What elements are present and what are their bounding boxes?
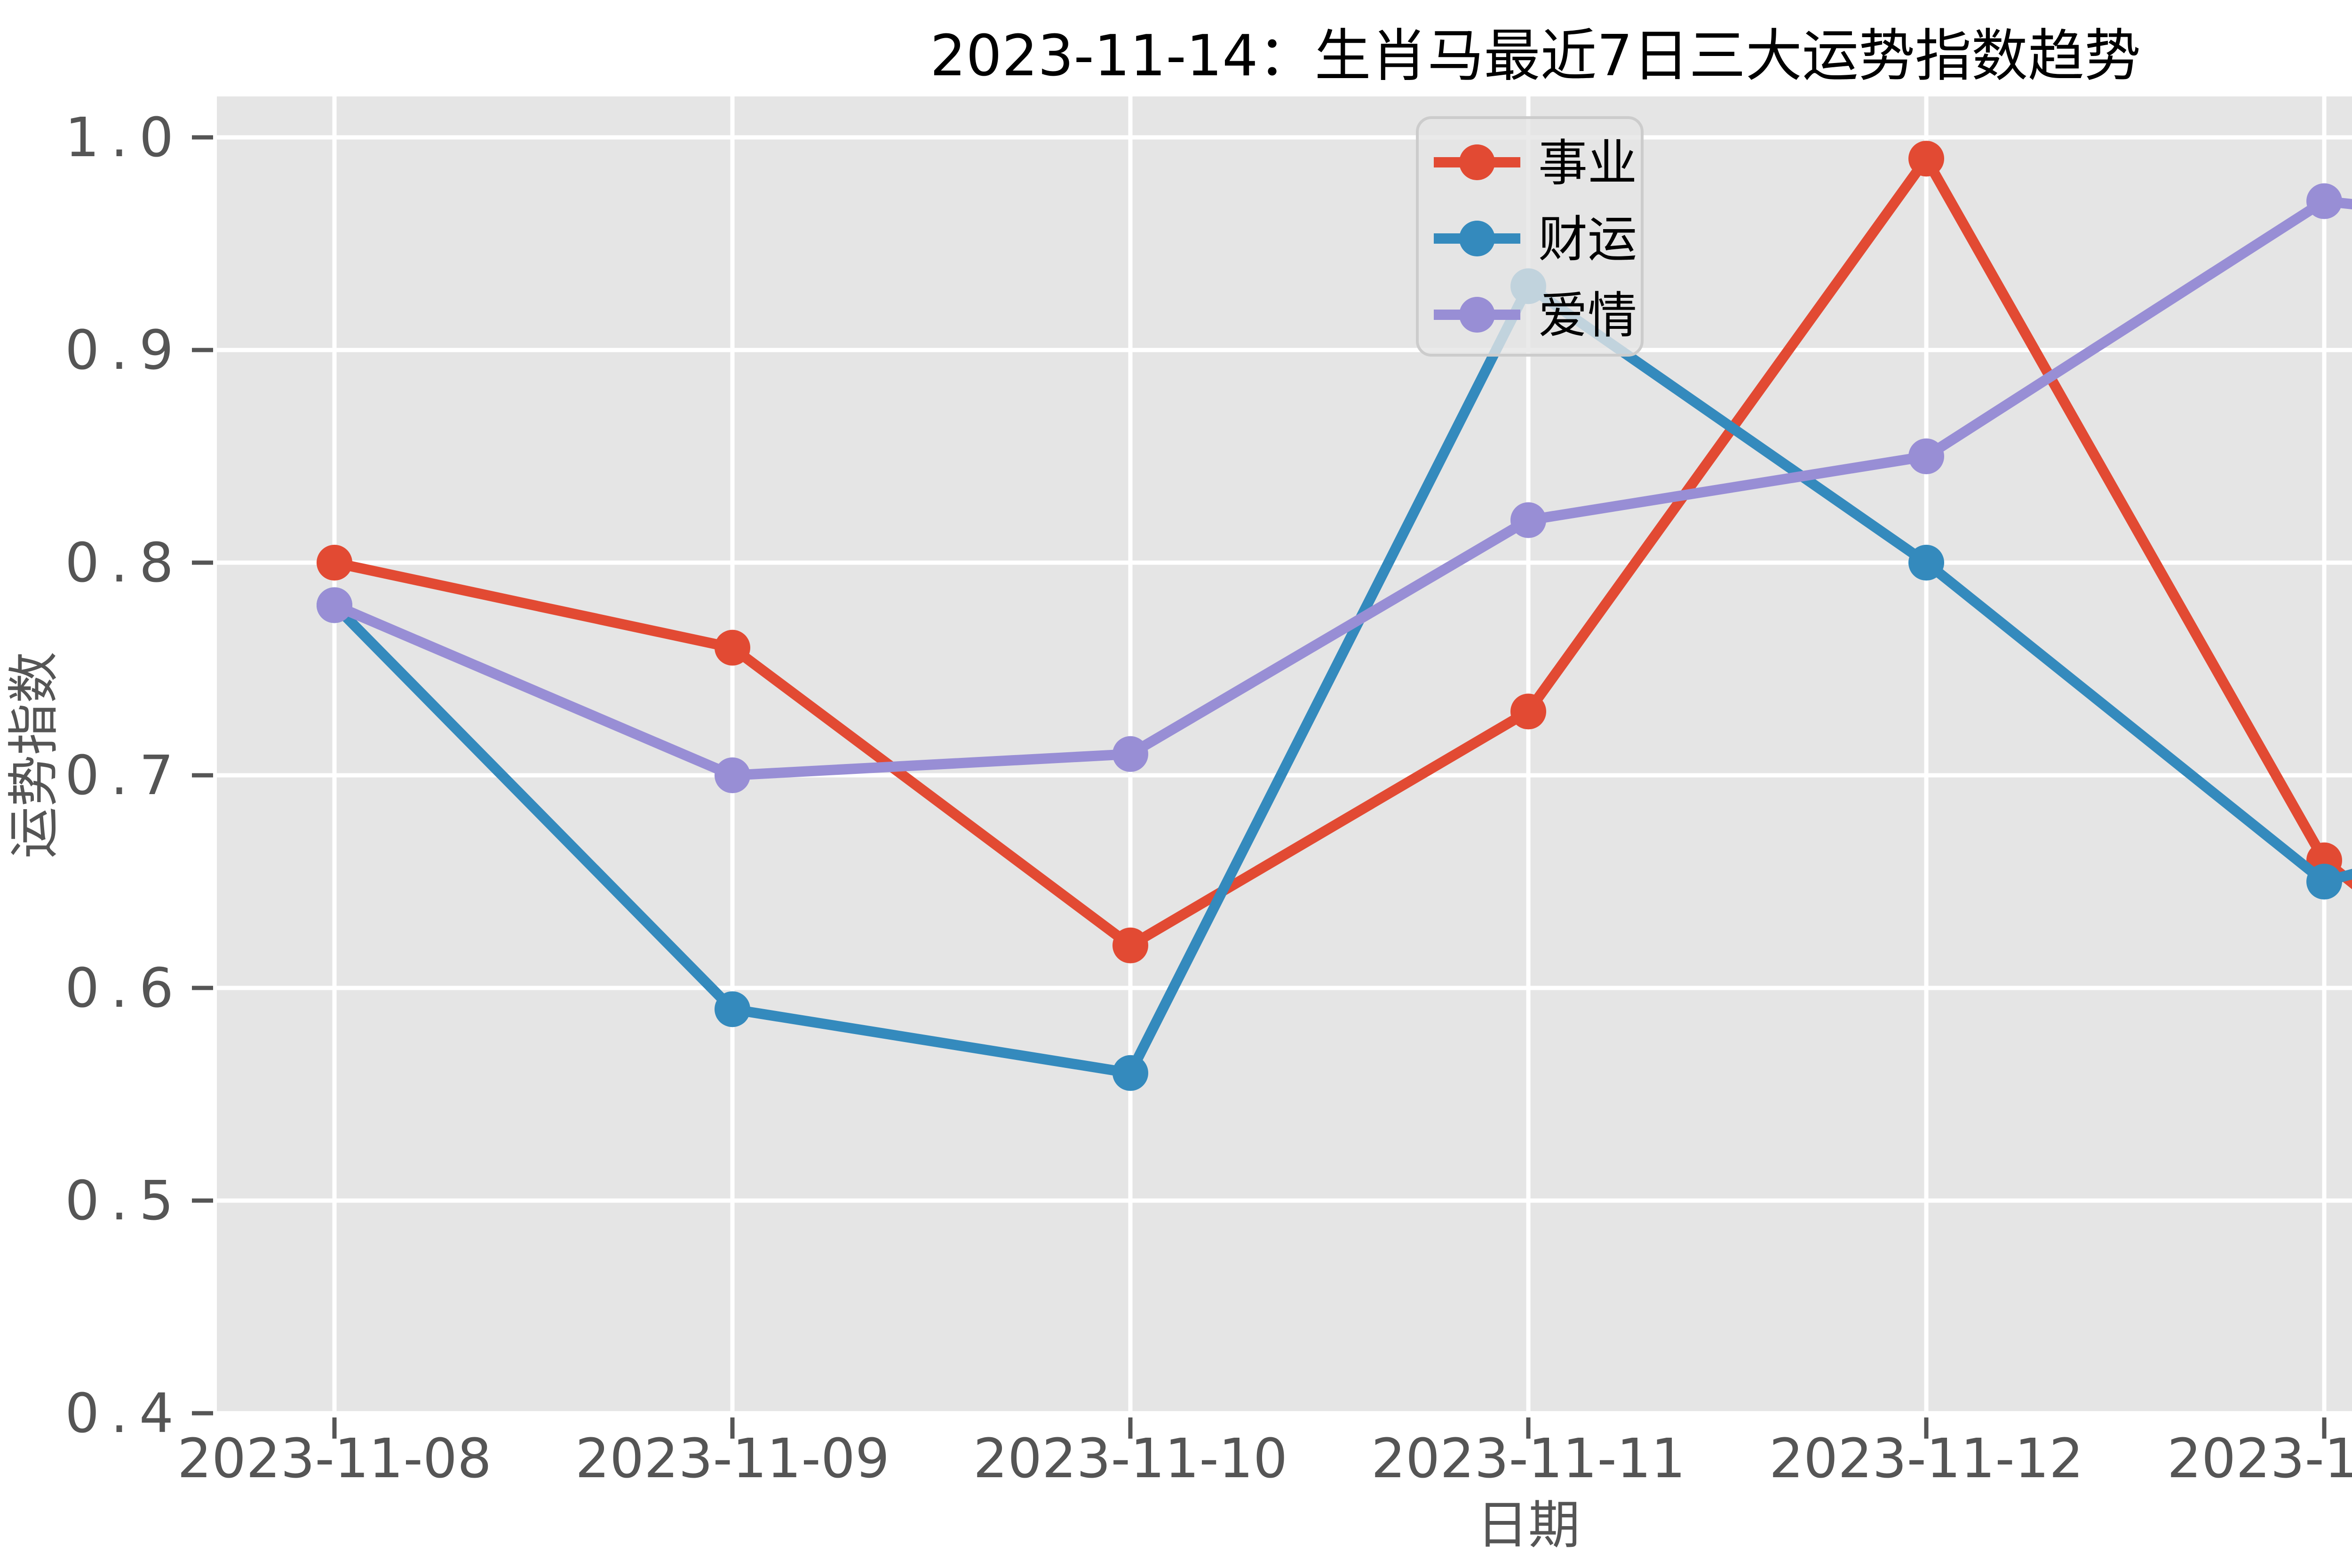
tick-marks (192, 135, 2327, 1439)
y-tick-label: 0.7 (65, 744, 185, 807)
legend-career-marker (1459, 144, 1495, 180)
x-tick-label: 2023-11-09 (575, 1427, 890, 1490)
legend-item-wealth: 财运 (1434, 211, 1637, 268)
legend-item-love: 爱情 (1434, 287, 1637, 344)
chart-title: 2023-11-14：生肖马最近7日三大运势指数趋势 (930, 24, 2141, 89)
y-tick-label: 0.9 (65, 319, 185, 382)
y-tick-label: 0.4 (65, 1382, 185, 1445)
y-tick-label: 0.8 (65, 532, 185, 595)
y-tick-label: 1.0 (65, 106, 185, 169)
series-wealth-point (1908, 545, 1944, 581)
y-tick-label: 0.6 (65, 957, 185, 1020)
series-career-point (317, 545, 352, 581)
x-axis-label: 日期 (1477, 1495, 1580, 1555)
x-tick-label: 2023-11-08 (177, 1427, 492, 1490)
x-tick-label: 2023-11-13 (2167, 1427, 2352, 1490)
legend-love-marker (1459, 297, 1495, 333)
series-love-point (1510, 502, 1546, 538)
x-tick-label: 2023-11-10 (973, 1427, 1287, 1490)
legend-wealth-label: 财运 (1538, 211, 1637, 268)
legend-career-label: 事业 (1538, 135, 1637, 192)
series-wealth-point (715, 991, 750, 1027)
y-tick-label: 0.5 (65, 1170, 185, 1233)
x-tick-label: 2023-11-12 (1769, 1427, 2083, 1490)
series-love-point (1112, 736, 1148, 772)
legend-love-label: 爱情 (1538, 287, 1637, 344)
series-career-point (715, 629, 750, 666)
series-career-point (1510, 693, 1546, 730)
series-career-point (1908, 141, 1944, 177)
y-axis-label: 运势指数 (4, 652, 64, 859)
legend-item-career: 事业 (1434, 135, 1637, 192)
series-wealth-point (1112, 1055, 1148, 1091)
series-career-point (1112, 927, 1148, 963)
series-love-point (2306, 183, 2342, 219)
legend-wealth-marker (1459, 221, 1495, 256)
plot-area (217, 96, 2352, 1414)
series-wealth-point (2306, 864, 2342, 899)
series-love-point (1908, 438, 1944, 474)
series-love-point (715, 757, 750, 793)
series-love-point (317, 587, 352, 623)
tick-labels: 0.4 0.5 0.6 0.7 0.8 0.9 1.0 2023-11-08 2023-11-0… (65, 106, 2352, 1490)
x-tick-label: 2023-11-11 (1371, 1427, 1685, 1490)
